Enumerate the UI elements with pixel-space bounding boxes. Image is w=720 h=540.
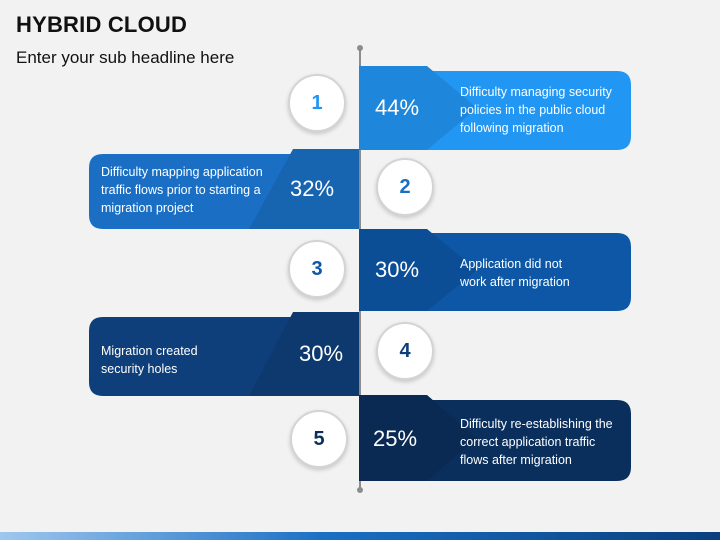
item-4-number-badge: 4: [376, 322, 434, 380]
item-5-percent: 25%: [373, 426, 418, 451]
item-1-number: 1: [311, 92, 323, 114]
item-1-description: Difficulty managing security policies in…: [460, 85, 612, 135]
timeline-bottom-dot: [357, 487, 363, 493]
item-4-percent: 30%: [299, 341, 344, 366]
item-4-description: Migration created security holes: [101, 344, 198, 376]
item-5-ribbon-shape: [359, 395, 631, 481]
item-4-ribbon: 30% Migration created security holes: [89, 312, 359, 396]
item-5-description: Difficulty re-establishing the correct a…: [460, 417, 613, 467]
item-5-ribbon: 25% Difficulty re-establishing the corre…: [359, 395, 631, 481]
item-3-number-badge: 3: [288, 240, 346, 298]
timeline-top-dot: [357, 45, 363, 51]
bottom-accent-bar: [0, 532, 720, 540]
item-3-description: Application did not work after migration: [460, 257, 570, 289]
page-title: HYBRID CLOUD: [16, 12, 188, 37]
item-2-ribbon: 32% Difficulty mapping application traff…: [89, 149, 359, 229]
item-3-ribbon-shape: [359, 229, 631, 311]
item-1-ribbon: 44% Difficulty managing security policie…: [359, 66, 631, 150]
item-1-percent: 44%: [375, 95, 420, 120]
item-2-number: 2: [399, 176, 411, 198]
item-3-percent: 30%: [375, 257, 420, 282]
item-5-number: 5: [313, 428, 325, 450]
item-1-ribbon-shape: [359, 66, 631, 150]
item-2-number-badge: 2: [376, 158, 434, 216]
item-4-ribbon-shape: [89, 312, 359, 396]
item-3-ribbon: 30% Application did not work after migra…: [359, 229, 631, 311]
page-subtitle: Enter your sub headline here: [16, 48, 235, 67]
item-2-percent: 32%: [290, 176, 335, 201]
item-2-ribbon-shape: [89, 149, 359, 229]
item-2-description: Difficulty mapping application traffic f…: [101, 165, 263, 215]
item-4-number: 4: [399, 340, 411, 362]
item-5-number-badge: 5: [290, 410, 348, 468]
item-1-number-badge: 1: [288, 74, 346, 132]
item-3-number: 3: [311, 258, 323, 280]
